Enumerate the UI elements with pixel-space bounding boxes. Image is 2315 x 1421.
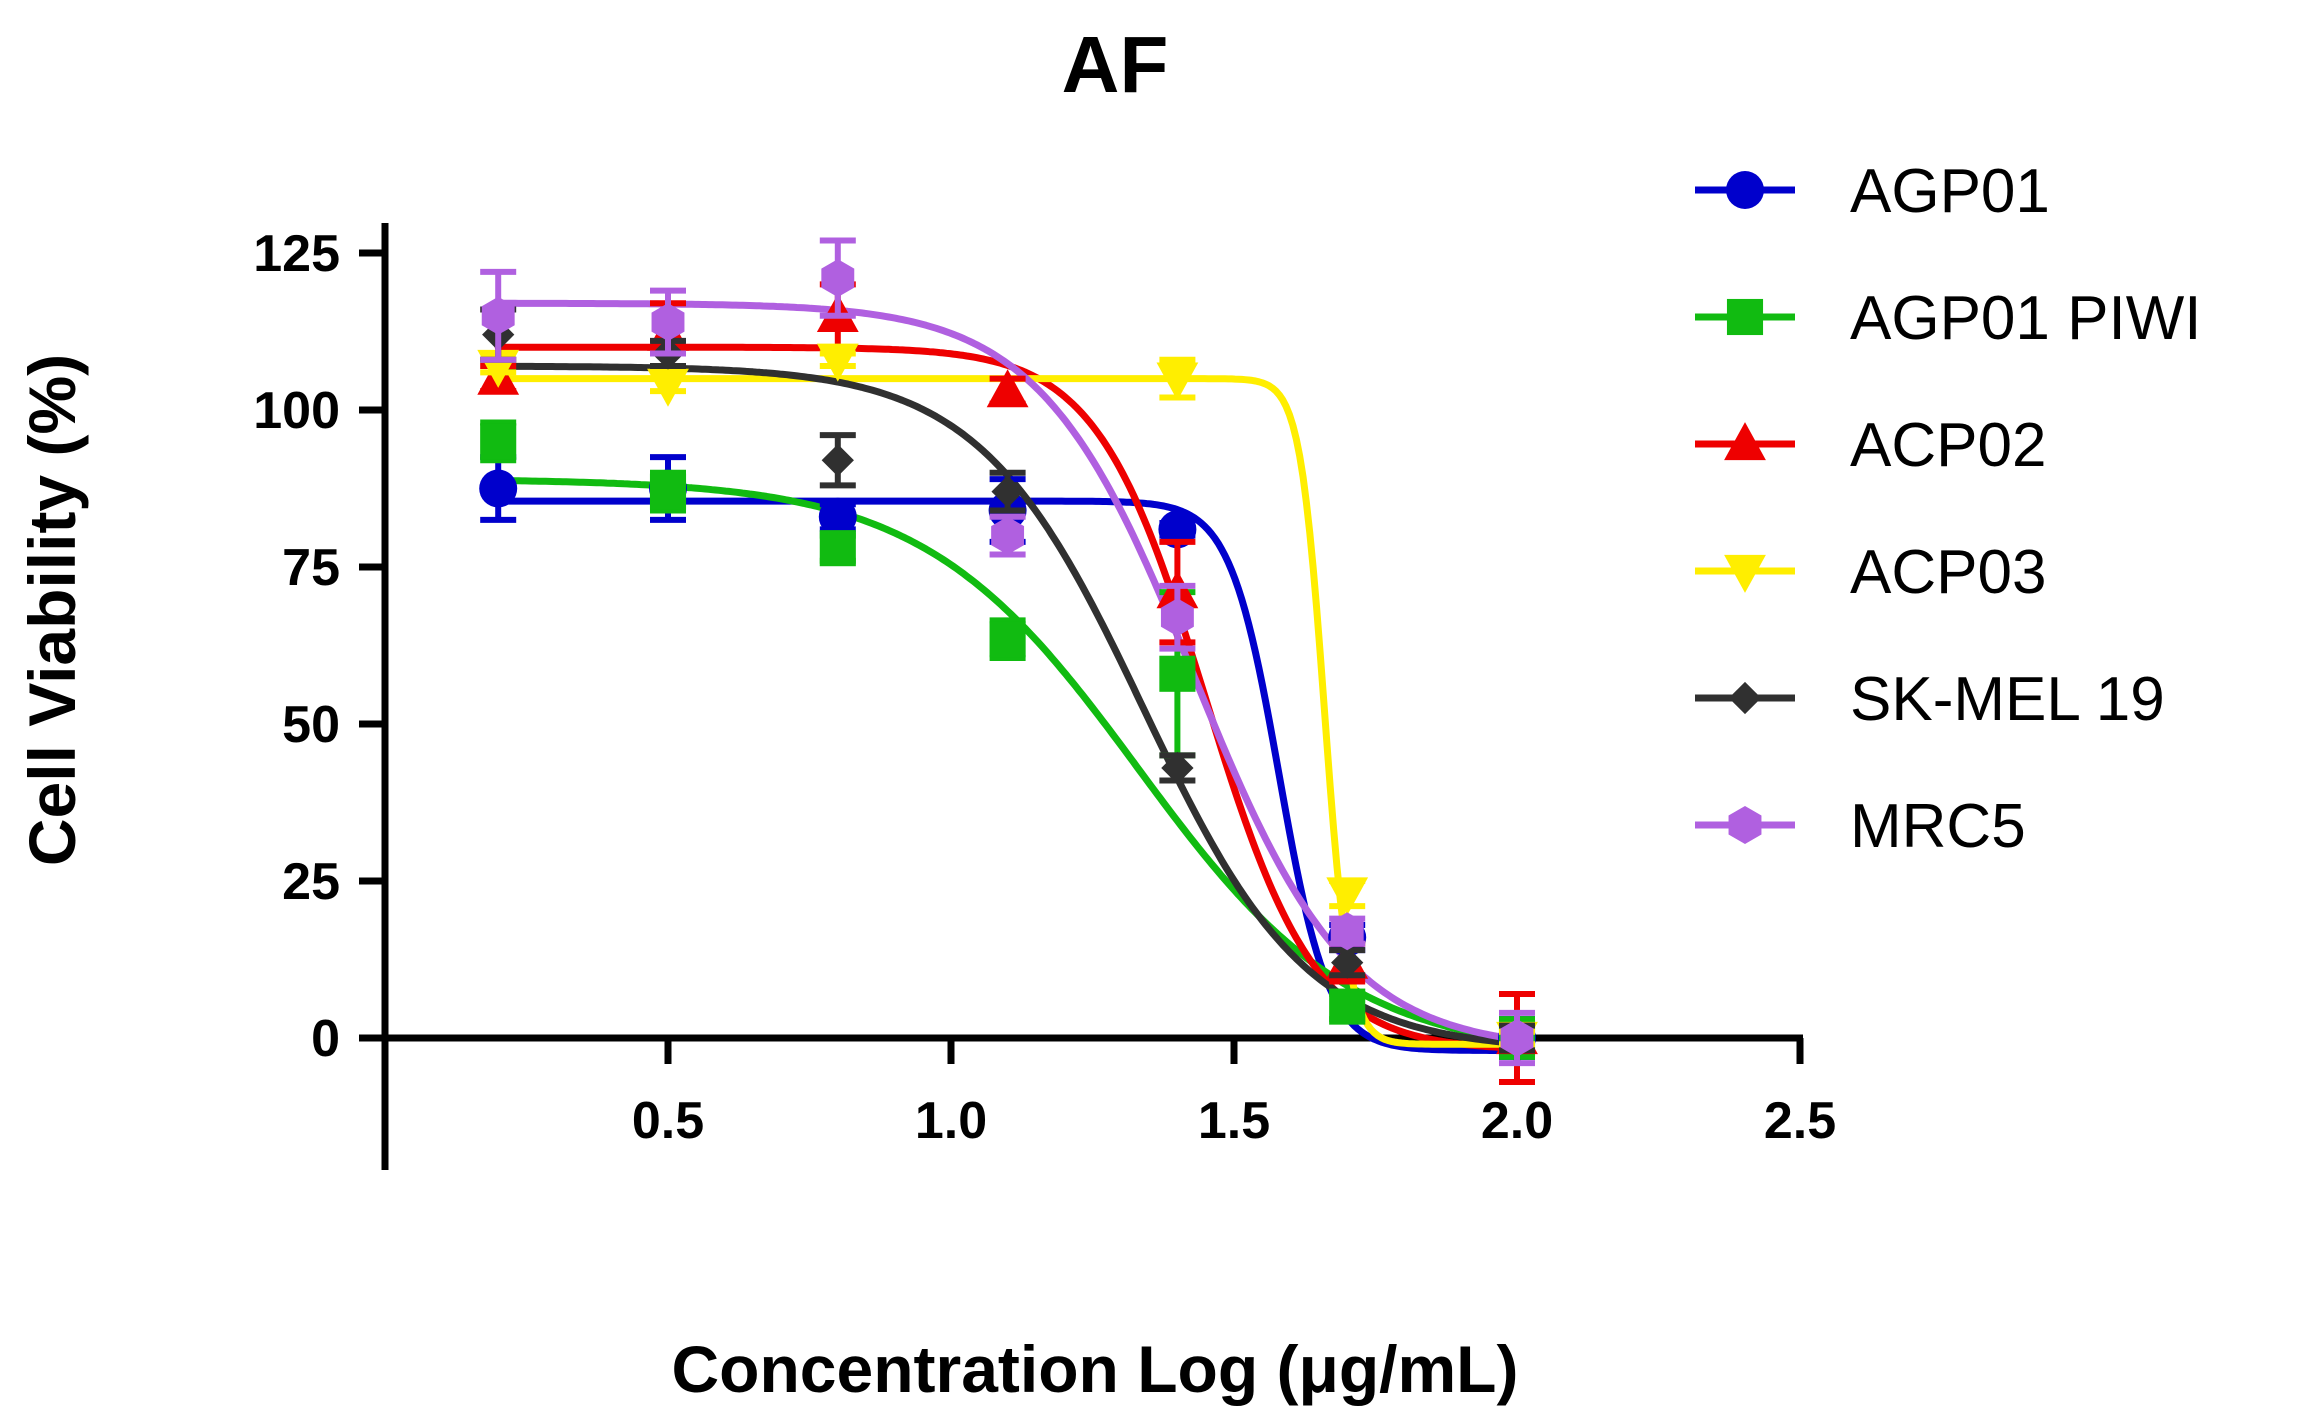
- data-points: [477, 237, 1538, 1085]
- data-point-group: [1326, 877, 1369, 916]
- data-point: [1160, 598, 1194, 637]
- data-point-group: [480, 419, 517, 464]
- data-point-group: [1329, 988, 1366, 1025]
- data-point-group: [649, 469, 687, 514]
- data-point-group: [647, 368, 689, 407]
- legend-marker: [1726, 298, 1764, 336]
- data-point: [1158, 510, 1197, 549]
- legend-marker: [1724, 422, 1766, 461]
- data-point: [1159, 655, 1196, 692]
- x-tick-label: 2.5: [1764, 1092, 1836, 1150]
- x-tick-label: 1.0: [915, 1092, 987, 1150]
- data-point-group: [479, 454, 518, 523]
- data-point: [991, 475, 1024, 508]
- legend-item: AGP01: [1695, 157, 2050, 226]
- data-point: [481, 296, 515, 335]
- legend-marker: [1724, 554, 1766, 593]
- data-point: [647, 368, 689, 407]
- data-point: [1330, 912, 1364, 951]
- data-point-group: [818, 497, 857, 536]
- legend-label: SK-MEL 19: [1850, 665, 2165, 734]
- y-tick-label: 25: [282, 853, 340, 911]
- data-point: [1500, 1019, 1534, 1057]
- data-point: [819, 530, 856, 567]
- data-point-group: [819, 530, 856, 567]
- legend: AGP01 AGP01 PIWI ACP02 ACP03 SK-MEL 19 MRC5: [1695, 157, 2201, 861]
- fit-curve-1: [494, 497, 1521, 1054]
- data-point-group: [819, 432, 856, 489]
- y-tick-label: 75: [282, 539, 340, 597]
- data-point: [986, 369, 1029, 408]
- data-point-group: [819, 237, 856, 319]
- legend-item: SK-MEL 19: [1695, 665, 2165, 734]
- data-point: [991, 516, 1025, 555]
- data-point: [649, 473, 687, 510]
- y-tick-label: 125: [253, 225, 340, 283]
- data-point: [1329, 988, 1366, 1025]
- x-axis-title: Concentration Log (μg/mL): [672, 1332, 1519, 1406]
- data-point-group: [816, 343, 859, 382]
- data-point: [480, 423, 517, 460]
- data-point-group: [1159, 582, 1196, 652]
- data-point-group: [650, 287, 686, 357]
- data-point: [651, 303, 685, 342]
- data-point-group: [989, 617, 1026, 662]
- legend-label: ACP03: [1850, 538, 2046, 607]
- legend-marker: [1728, 806, 1762, 844]
- y-tick-label: 50: [282, 696, 340, 754]
- legend-marker: [1726, 171, 1764, 209]
- y-tick-label: 0: [311, 1010, 340, 1068]
- data-point: [821, 259, 855, 298]
- data-point-group: [989, 469, 1026, 514]
- data-point: [1156, 362, 1199, 401]
- x-tick-label: 1.5: [1198, 1092, 1270, 1150]
- y-axis-title: Cell Viability (%): [15, 354, 89, 866]
- data-point-group: [1158, 510, 1197, 549]
- data-point-group: [989, 513, 1026, 558]
- data-point: [816, 343, 859, 382]
- axes: 0 25 50 75 100 125 0.5 1.0 1.5 2.0 2.5: [253, 223, 1836, 1170]
- data-point: [1331, 946, 1364, 979]
- legend-label: AGP01 PIWI: [1850, 284, 2201, 353]
- fit-curve-2: [494, 477, 1521, 1045]
- data-point-group: [1329, 912, 1366, 951]
- x-tick-label: 2.0: [1481, 1092, 1553, 1150]
- data-point-group: [986, 369, 1029, 408]
- chart-title: AF: [1062, 20, 1169, 109]
- legend-label: ACP02: [1850, 411, 2046, 480]
- data-point: [821, 444, 854, 477]
- data-point-group: [1499, 1009, 1535, 1067]
- legend-label: AGP01: [1850, 157, 2050, 226]
- data-point-group: [1329, 946, 1366, 979]
- data-point: [1161, 751, 1194, 785]
- data-point: [479, 469, 518, 508]
- data-point-group: [1159, 751, 1196, 785]
- legend-item: AGP01 PIWI: [1695, 284, 2201, 353]
- data-point: [989, 621, 1026, 658]
- legend-item: ACP02: [1695, 411, 2046, 480]
- data-point-group: [480, 268, 517, 363]
- data-point: [818, 497, 857, 536]
- legend-item: ACP03: [1695, 538, 2046, 607]
- legend-label: MRC5: [1850, 792, 2026, 861]
- data-point-group: [1156, 356, 1199, 401]
- legend-item: MRC5: [1695, 792, 2026, 861]
- x-tick-label: 0.5: [632, 1092, 704, 1150]
- data-point: [1326, 877, 1369, 916]
- y-tick-label: 100: [253, 382, 340, 440]
- legend-marker: [1728, 681, 1762, 715]
